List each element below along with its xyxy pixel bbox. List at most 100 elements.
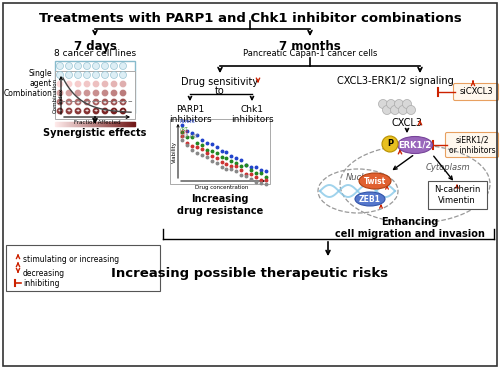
Text: 7 days: 7 days [74,40,116,53]
Circle shape [110,72,117,79]
Circle shape [84,72,90,79]
FancyBboxPatch shape [6,245,160,291]
FancyBboxPatch shape [170,119,270,184]
Text: +: + [103,108,107,114]
Circle shape [102,90,108,97]
Circle shape [84,62,90,69]
Text: Parent: Parent [180,120,196,124]
Circle shape [120,80,126,87]
Text: 8 cancer cell lines: 8 cancer cell lines [54,49,136,58]
Text: /OP: /OP [180,130,188,135]
Text: +: + [76,108,80,114]
Text: +: + [103,100,107,104]
Text: +: + [94,100,98,104]
Text: Pancreatic Capan-1 cancer cells: Pancreatic Capan-1 cancer cells [243,49,377,58]
Circle shape [74,62,82,69]
Text: Treatments with PARP1 and Chk1 inhibitor combinations: Treatments with PARP1 and Chk1 inhibitor… [38,12,462,25]
Text: Fraction Affected: Fraction Affected [74,120,120,125]
Text: +: + [121,100,125,104]
Circle shape [74,72,82,79]
Text: ZEB1: ZEB1 [359,194,381,203]
Circle shape [92,99,100,106]
Circle shape [406,106,416,114]
Circle shape [102,99,108,106]
Circle shape [110,80,117,87]
Circle shape [102,107,108,114]
Text: +: + [76,100,80,104]
Circle shape [74,80,82,87]
Circle shape [92,72,100,79]
Text: N-cadherin
Vimentin: N-cadherin Vimentin [434,185,480,205]
Text: to: to [215,86,225,96]
Text: stimulating or increasing: stimulating or increasing [23,255,119,263]
Circle shape [74,99,82,106]
Text: Increasing
drug resistance: Increasing drug resistance [177,194,263,215]
Text: Drug sensitivity: Drug sensitivity [182,77,258,87]
Text: P: P [387,139,393,148]
Ellipse shape [398,137,432,154]
Ellipse shape [355,192,385,206]
Circle shape [378,100,388,108]
Text: Nucleus: Nucleus [346,173,378,182]
Text: Single
agent: Single agent [28,69,52,89]
Circle shape [120,62,126,69]
Circle shape [56,62,64,69]
Text: decreasing: decreasing [23,269,65,277]
Circle shape [92,62,100,69]
Text: Twist: Twist [364,176,386,186]
Circle shape [66,80,72,87]
Text: CXCL3-ERK1/2 signaling: CXCL3-ERK1/2 signaling [336,76,454,86]
Text: /OP+RT: /OP+RT [180,134,199,139]
Circle shape [74,107,82,114]
Circle shape [120,72,126,79]
Circle shape [74,90,82,97]
Circle shape [92,107,100,114]
FancyBboxPatch shape [55,61,135,113]
Text: 7 months: 7 months [279,40,341,53]
Text: Combination: Combination [3,89,52,98]
Circle shape [56,99,64,106]
Text: Enhancing
cell migration and invasion: Enhancing cell migration and invasion [335,217,485,239]
Circle shape [56,107,64,114]
Text: +: + [67,100,71,104]
Text: +: + [58,108,62,114]
FancyBboxPatch shape [55,71,135,119]
Circle shape [102,72,108,79]
Text: Combination
Index: Combination Index [52,77,64,113]
Circle shape [84,107,90,114]
Circle shape [390,106,400,114]
Circle shape [110,99,117,106]
Circle shape [394,100,404,108]
Text: +: + [94,108,98,114]
Text: +: + [85,100,89,104]
Text: +: + [67,108,71,114]
Text: +: + [112,108,116,114]
Circle shape [66,107,72,114]
Text: siCXCL3: siCXCL3 [459,87,493,97]
Text: CXCL3: CXCL3 [392,118,422,128]
Text: siERK1/2
or inhibitors: siERK1/2 or inhibitors [448,135,496,155]
Circle shape [110,107,117,114]
Circle shape [66,72,72,79]
Circle shape [386,100,396,108]
Circle shape [84,99,90,106]
Circle shape [66,90,72,97]
Text: +: + [112,100,116,104]
Text: Chk1
inhibitors: Chk1 inhibitors [230,105,274,124]
Text: Synergistic effects: Synergistic effects [44,128,146,138]
Circle shape [110,90,117,97]
Circle shape [92,90,100,97]
Text: ERK1/2: ERK1/2 [398,141,432,149]
Circle shape [402,100,411,108]
Circle shape [120,90,126,97]
Circle shape [102,80,108,87]
Text: Drug concentration: Drug concentration [196,185,248,190]
Text: PARP1
inhibitors: PARP1 inhibitors [168,105,212,124]
Circle shape [84,90,90,97]
Circle shape [92,80,100,87]
Circle shape [56,90,64,97]
Text: Cytoplasm: Cytoplasm [426,163,470,172]
Text: Viability: Viability [172,141,176,163]
Circle shape [110,62,117,69]
Circle shape [66,99,72,106]
